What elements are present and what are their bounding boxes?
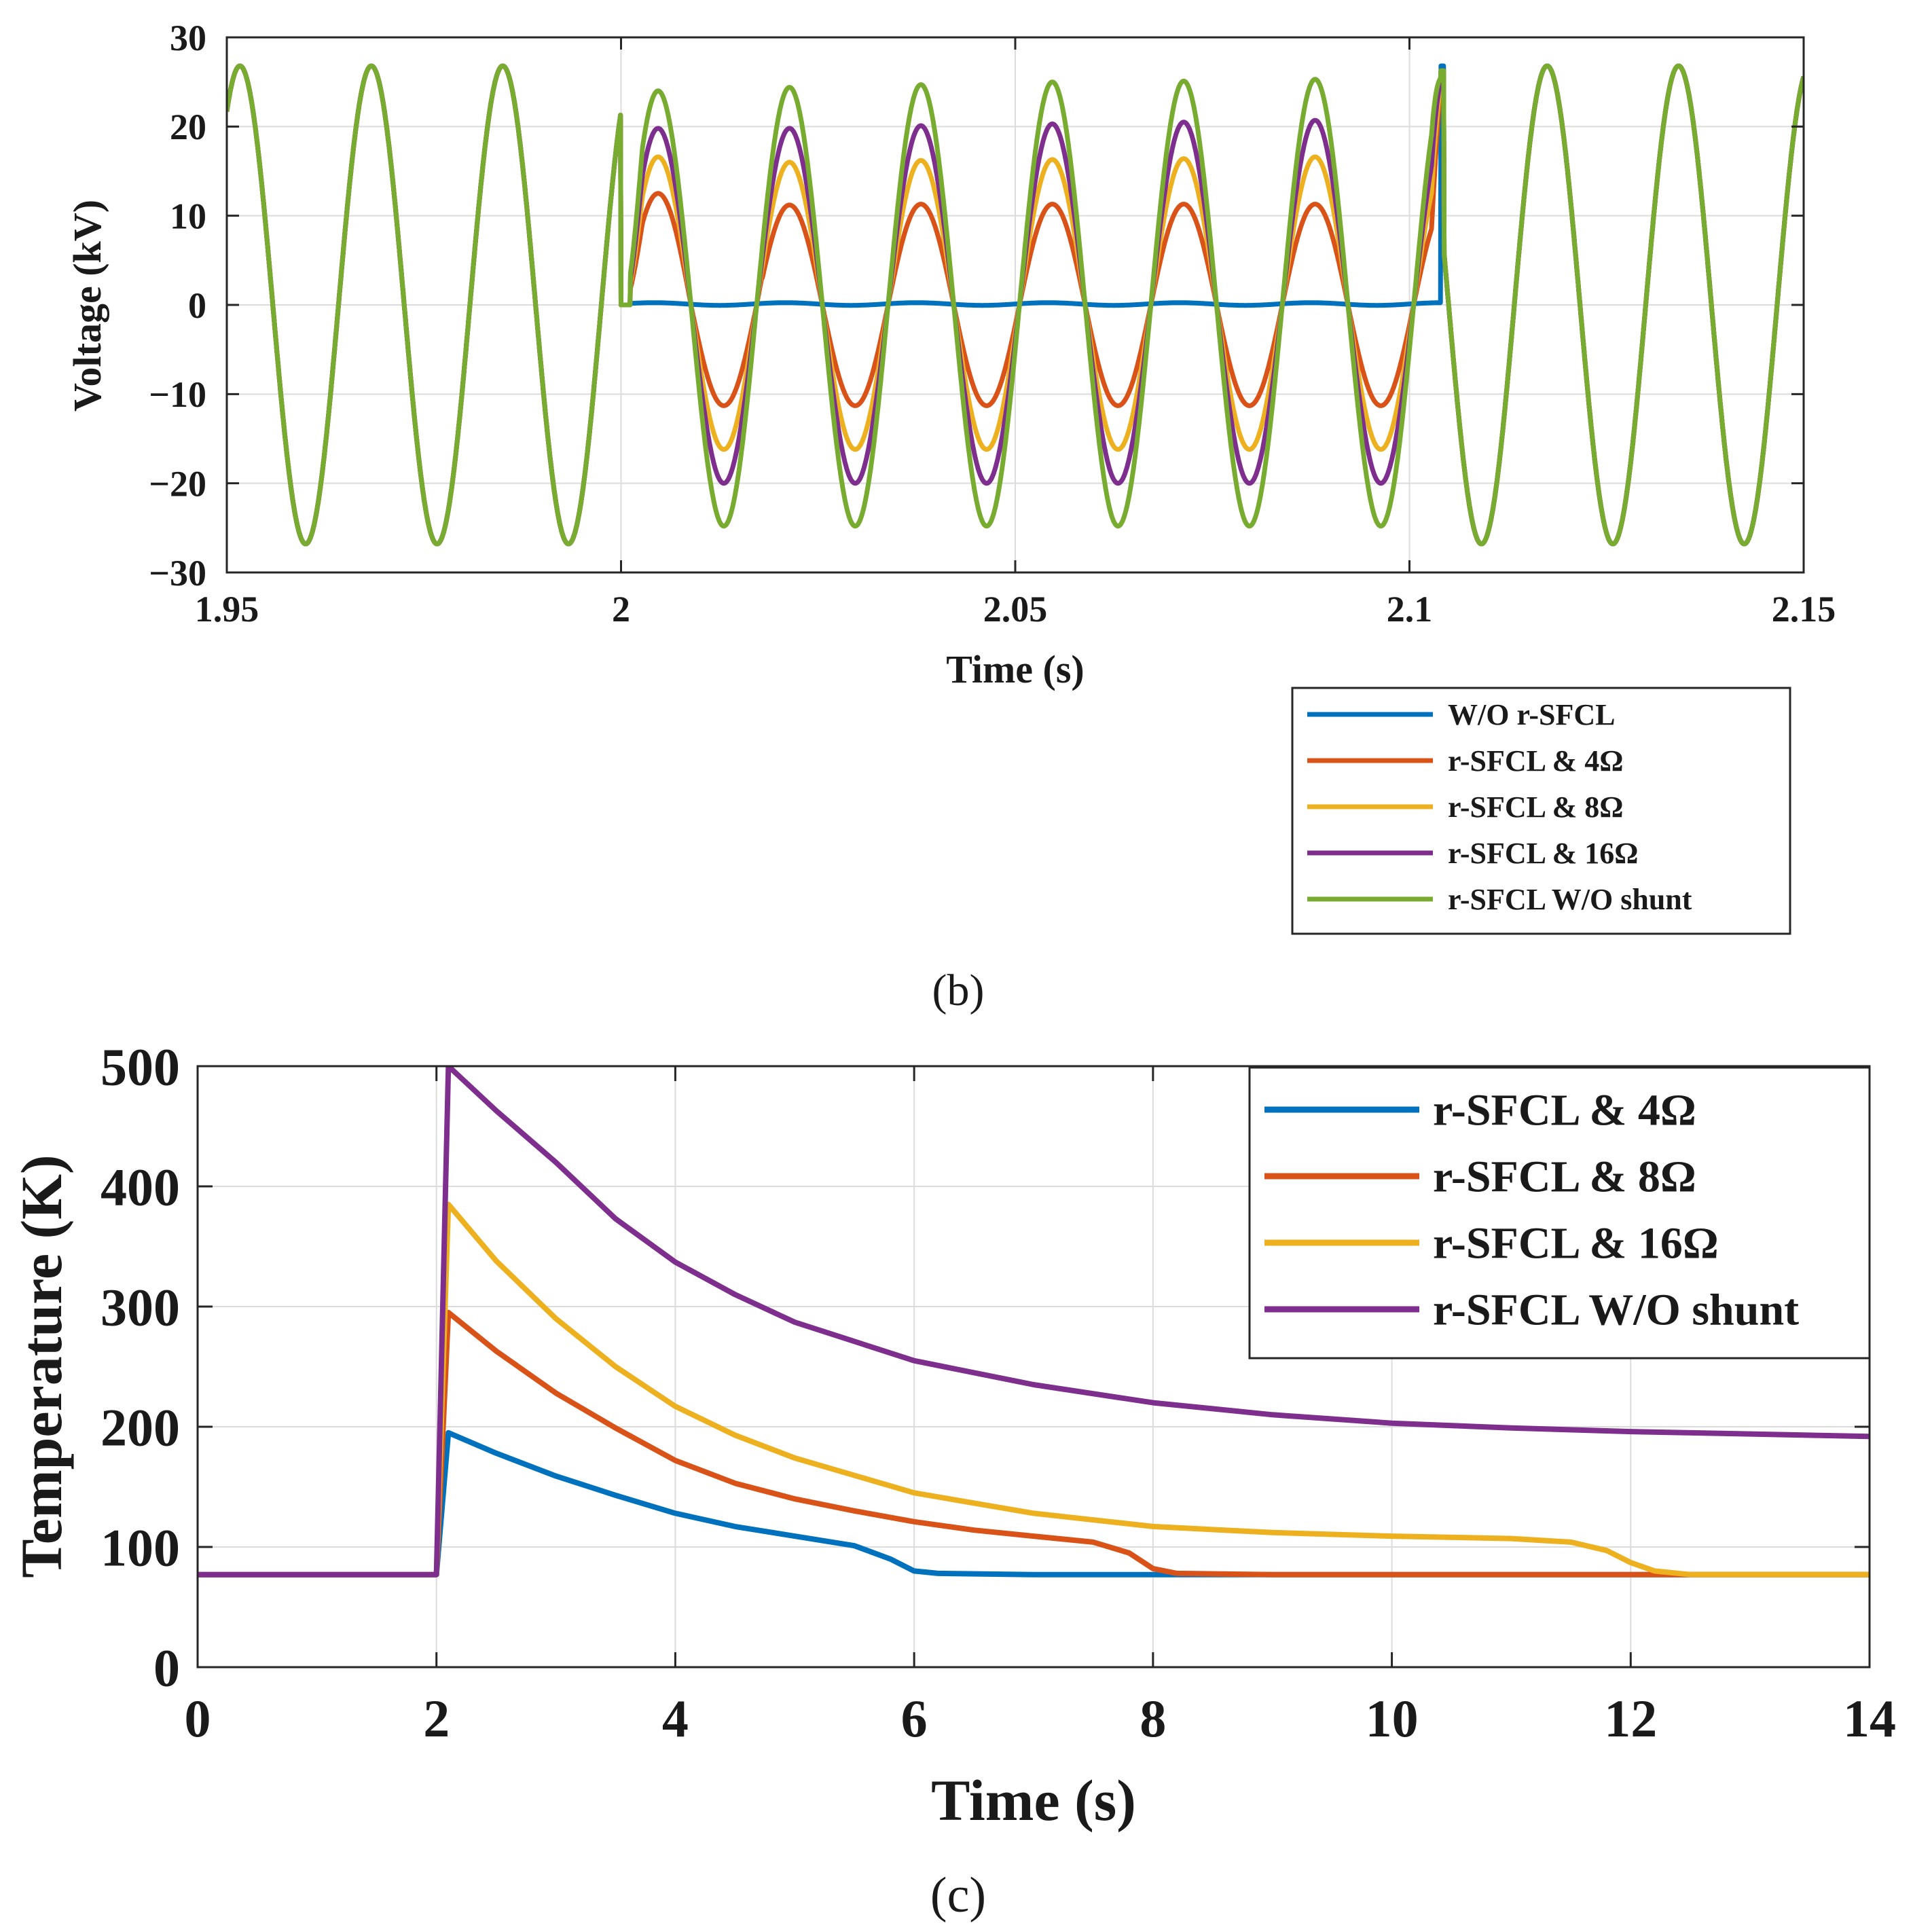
y-tick-label: −10 bbox=[149, 374, 206, 415]
y-tick-label: 100 bbox=[101, 1518, 180, 1577]
legend-label: r-SFCL & 16Ω bbox=[1433, 1218, 1719, 1268]
y-tick-label: 300 bbox=[101, 1277, 180, 1336]
x-tick-label: 2.05 bbox=[983, 589, 1048, 630]
x-tick-label: 2.15 bbox=[1772, 589, 1836, 630]
y-tick-label: 30 bbox=[170, 18, 206, 58]
voltage-legend: W/O r-SFCL r-SFCL & 4Ω r-SFCL & 8Ω r-SFCL &… bbox=[1291, 687, 1791, 935]
temperature-x-axis-label: Time (s) bbox=[931, 1768, 1136, 1833]
legend-label: r-SFCL & 8Ω bbox=[1448, 790, 1623, 824]
x-tick-label: 2.1 bbox=[1387, 589, 1433, 630]
x-tick-label: 10 bbox=[1366, 1689, 1419, 1748]
temperature-plot-frame bbox=[196, 1065, 1871, 1669]
y-tick-label: −30 bbox=[149, 553, 206, 594]
legend-label: r-SFCL & 8Ω bbox=[1433, 1152, 1696, 1201]
legend-label: W/O r-SFCL bbox=[1448, 698, 1615, 731]
x-tick-label: 1.95 bbox=[195, 589, 259, 630]
x-tick-label: 2 bbox=[423, 1689, 450, 1748]
y-tick-label: −20 bbox=[149, 464, 206, 505]
x-tick-label: 8 bbox=[1140, 1689, 1166, 1748]
legend-label: r-SFCL W/O shunt bbox=[1433, 1285, 1799, 1334]
y-tick-label: 0 bbox=[153, 1638, 180, 1697]
voltage-ticks: 1.95 2 2.05 2.1 2.15 −30 −20 −10 0 10 20 30 bbox=[149, 18, 1836, 630]
y-tick-label: 0 bbox=[188, 285, 206, 326]
temperature-series-line bbox=[198, 1066, 1870, 1578]
caption-c: (c) bbox=[930, 1867, 986, 1923]
legend-label: r-SFCL W/O shunt bbox=[1448, 883, 1692, 916]
temperature-legend: r-SFCL & 4Ω r-SFCL & 8Ω r-SFCL & 16Ω r-SFCL… bbox=[1248, 1066, 1871, 1360]
y-tick-label: 500 bbox=[101, 1037, 180, 1096]
legend-label: r-SFCL & 16Ω bbox=[1448, 837, 1638, 870]
temperature-chart: 0 2 4 6 8 10 12 14 0 100 200 300 400 500 Time (s) Tem… bbox=[9, 1037, 1896, 1923]
x-tick-label: 14 bbox=[1843, 1689, 1896, 1748]
caption-b: (b) bbox=[932, 966, 985, 1015]
voltage-legend-box bbox=[1291, 687, 1791, 935]
legend-label: r-SFCL & 4Ω bbox=[1448, 744, 1623, 778]
y-tick-label: 400 bbox=[101, 1157, 180, 1216]
temperature-ticks: 0 2 4 6 8 10 12 14 0 100 200 300 400 500 bbox=[101, 1037, 1896, 1748]
x-tick-label: 2 bbox=[612, 589, 630, 630]
y-tick-label: 20 bbox=[170, 107, 206, 147]
x-tick-label: 12 bbox=[1604, 1689, 1657, 1748]
temperature-series-line bbox=[198, 1309, 1870, 1578]
voltage-y-axis-label: Voltage (kV) bbox=[65, 200, 109, 412]
voltage-chart: 1.95 2 2.05 2.1 2.15 −30 −20 −10 0 10 20 30 Time (s… bbox=[65, 18, 1836, 1015]
y-tick-label: 10 bbox=[170, 196, 206, 237]
legend-label: r-SFCL & 4Ω bbox=[1433, 1085, 1696, 1135]
y-tick-label: 200 bbox=[101, 1398, 180, 1457]
temperature-y-axis-label: Temperature (K) bbox=[9, 1154, 74, 1578]
temperature-series-line bbox=[198, 1201, 1870, 1578]
x-tick-label: 4 bbox=[662, 1689, 689, 1748]
voltage-x-axis-label: Time (s) bbox=[946, 647, 1085, 691]
voltage-series-line bbox=[227, 63, 1804, 547]
x-tick-label: 6 bbox=[901, 1689, 928, 1748]
temperature-series-group bbox=[198, 1066, 1870, 1578]
voltage-series-group bbox=[227, 63, 1804, 547]
temperature-series-line bbox=[198, 1429, 1870, 1578]
x-tick-label: 0 bbox=[185, 1689, 211, 1748]
